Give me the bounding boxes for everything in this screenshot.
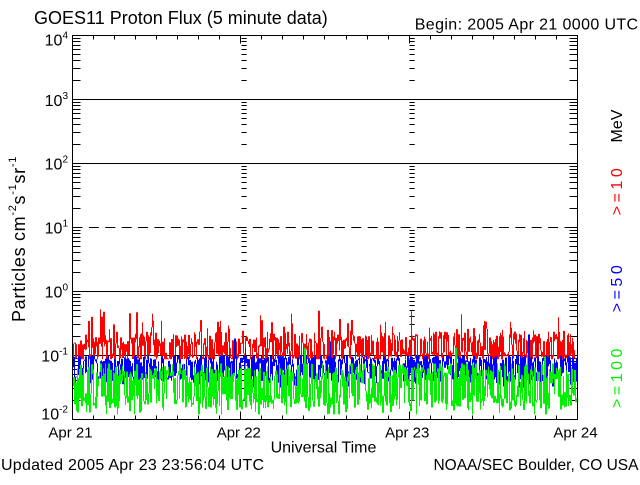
svg-text:Apr 24: Apr 24 (553, 425, 597, 442)
svg-text:MeV: MeV (609, 109, 626, 142)
svg-text:Universal Time: Universal Time (271, 440, 377, 457)
svg-text:Apr 23: Apr 23 (385, 425, 429, 442)
svg-text:>=100: >=100 (609, 345, 626, 408)
svg-text:>=10: >=10 (609, 165, 626, 215)
svg-text:Apr 22: Apr 22 (217, 425, 261, 442)
svg-text:Begin: 2005 Apr 21 0000 UTC: Begin: 2005 Apr 21 0000 UTC (415, 17, 639, 34)
svg-text:Apr 21: Apr 21 (48, 425, 92, 442)
svg-text:Updated 2005 Apr 23 23:56:04 U: Updated 2005 Apr 23 23:56:04 UTC (1, 457, 264, 474)
svg-text:>=50: >=50 (609, 262, 626, 312)
svg-text:Particles cm-2s-1sr-1: Particles cm-2s-1sr-1 (7, 156, 29, 322)
svg-text:NOAA/SEC Boulder, CO USA: NOAA/SEC Boulder, CO USA (433, 457, 639, 474)
svg-text:GOES11 Proton Flux (5 minute d: GOES11 Proton Flux (5 minute data) (34, 8, 328, 28)
